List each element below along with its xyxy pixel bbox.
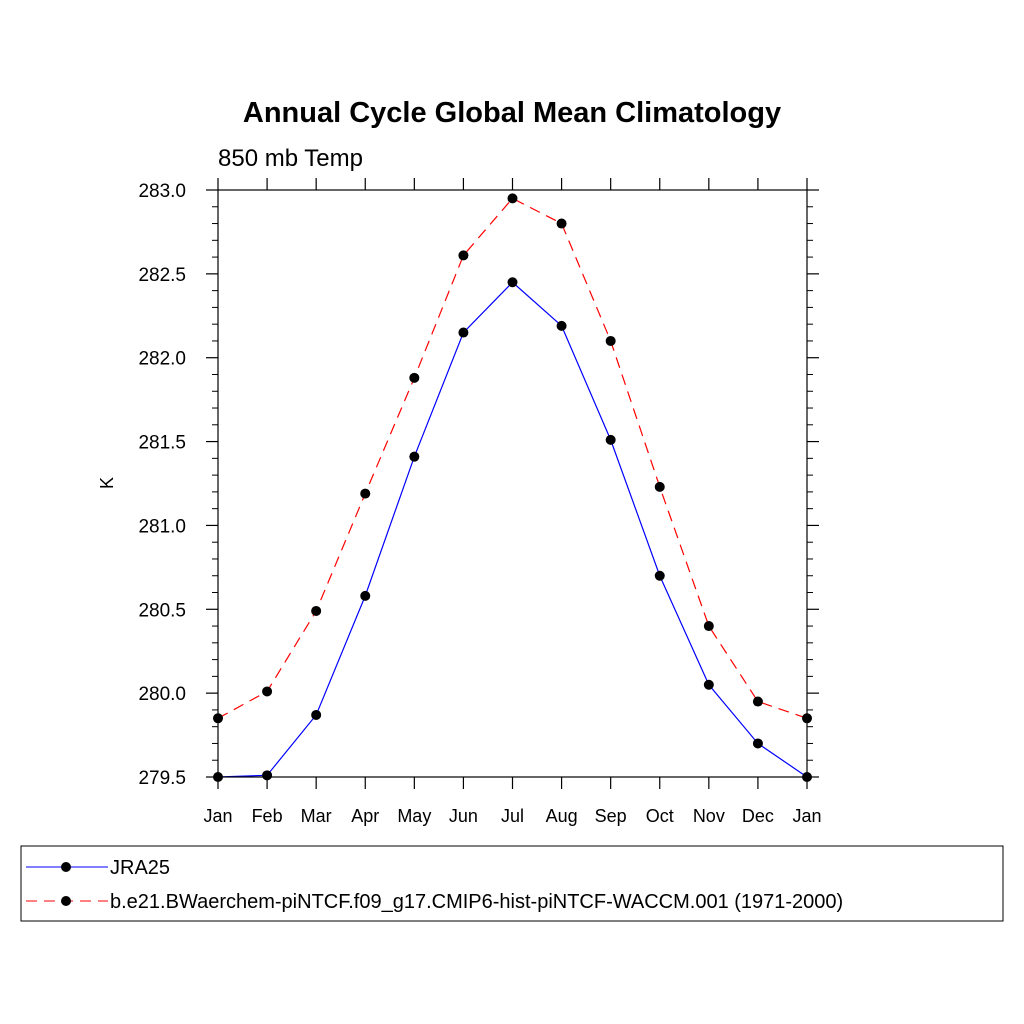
legend-marker-cmip6: [61, 896, 71, 906]
plot-frame: [217, 189, 808, 778]
legend-box: [20, 845, 1004, 922]
data-point: [311, 605, 322, 616]
y-tick-label: 280.5: [138, 600, 186, 621]
x-tick-label: Feb: [252, 806, 283, 826]
legend: JRA25 b.e21.BWaerchem-piNTCF.f09_g17.CMI…: [20, 845, 1004, 922]
x-tick-label: Jun: [449, 806, 478, 826]
legend-label-cmip6: b.e21.BWaerchem-piNTCF.f09_g17.CMIP6-his…: [110, 891, 843, 913]
data-point: [752, 738, 763, 749]
chart-title: Annual Cycle Global Mean Climatology: [243, 97, 781, 129]
data-point: [556, 320, 567, 331]
y-tick-label: 282.0: [138, 349, 186, 370]
chart-subtitle: 850 mb Temp: [218, 145, 363, 172]
axis-ticks: [206, 178, 819, 789]
data-point: [262, 770, 273, 781]
series-line-0: [217, 281, 808, 778]
data-point: [458, 250, 469, 261]
data-point: [507, 193, 518, 204]
x-tick-label: May: [397, 806, 431, 826]
x-tick-label: Aug: [546, 806, 578, 826]
legend-label-jra25: JRA25: [110, 857, 170, 879]
y-axis-label: K: [97, 477, 117, 489]
data-point: [360, 488, 371, 499]
data-point: [654, 570, 665, 581]
y-tick-label: 282.5: [138, 265, 186, 286]
series-line-1: [217, 197, 808, 719]
data-point: [703, 679, 714, 690]
y-tick-label: 283.0: [138, 181, 186, 202]
x-tick-label: Oct: [646, 806, 674, 826]
data-point: [605, 335, 616, 346]
x-tick-label: Jan: [792, 806, 821, 826]
data-point: [262, 686, 273, 697]
data-point: [458, 327, 469, 338]
data-point: [703, 621, 714, 632]
data-point: [409, 451, 420, 462]
data-point: [311, 709, 322, 720]
data-point: [556, 218, 567, 229]
x-tick-label: Sep: [595, 806, 627, 826]
y-tick-label: 281.5: [138, 433, 186, 454]
y-tick-label: 281.0: [138, 516, 186, 537]
x-tick-label: Apr: [351, 806, 379, 826]
x-tick-label: Nov: [693, 806, 725, 826]
data-point: [605, 434, 616, 445]
series-markers: [213, 193, 812, 782]
data-point: [654, 481, 665, 492]
x-tick-label: Jul: [501, 806, 524, 826]
x-tick-label: Mar: [301, 806, 332, 826]
data-point: [507, 277, 518, 288]
y-tick-label: 280.0: [138, 684, 186, 705]
y-tick-label: 279.5: [138, 768, 186, 789]
x-tick-label: Jan: [203, 806, 232, 826]
tick-labels: Jan Feb Mar Apr May Jun Jul Aug Sep Oct Nov Dec Jan 2…: [138, 181, 821, 826]
data-point: [360, 590, 371, 601]
data-point: [409, 372, 420, 383]
x-tick-label: Dec: [742, 806, 774, 826]
legend-marker-jra25: [61, 862, 71, 872]
data-point: [752, 696, 763, 707]
